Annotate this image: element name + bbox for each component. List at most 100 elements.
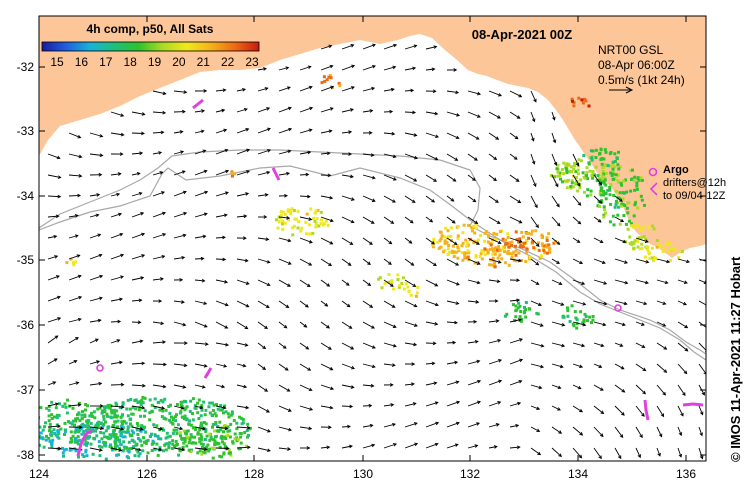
sst-pixel xyxy=(196,411,199,414)
sst-pixel xyxy=(633,176,636,179)
sst-pixel xyxy=(652,259,655,262)
sst-pixel xyxy=(98,445,101,448)
sst-pixel xyxy=(224,424,227,427)
sst-pixel xyxy=(238,416,241,419)
sst-pixel xyxy=(592,150,595,153)
sst-pixel xyxy=(124,435,127,438)
sst-pixel xyxy=(667,251,670,254)
sst-pixel xyxy=(165,409,168,412)
sst-pixel xyxy=(517,252,520,255)
sst-pixel xyxy=(96,408,99,411)
sst-pixel xyxy=(27,432,30,435)
sst-pixel xyxy=(590,190,593,193)
sst-pixel xyxy=(609,203,612,206)
sst-pixel xyxy=(548,249,551,252)
sst-pixel xyxy=(136,401,139,404)
sst-pixel xyxy=(475,254,478,257)
sst-pixel xyxy=(49,423,52,426)
sst-pixel xyxy=(300,227,303,230)
sst-pixel xyxy=(643,235,646,238)
sst-pixel xyxy=(144,397,147,400)
sst-pixel xyxy=(65,261,68,264)
sst-pixel xyxy=(74,261,77,264)
sst-pixel xyxy=(488,263,491,266)
sst-pixel xyxy=(56,430,59,433)
sst-pixel xyxy=(537,313,540,316)
sst-pixel xyxy=(143,426,146,429)
sst-pixel xyxy=(72,435,75,438)
sst-pixel xyxy=(173,445,176,448)
sst-pixel xyxy=(546,252,549,255)
sst-pixel xyxy=(154,397,157,400)
sst-pixel xyxy=(519,310,522,313)
sst-pixel xyxy=(517,306,520,309)
sst-pixel xyxy=(602,158,605,161)
sst-pixel xyxy=(518,237,521,240)
sst-pixel xyxy=(186,436,189,439)
sst-pixel xyxy=(22,424,25,427)
sst-pixel xyxy=(486,252,489,255)
sst-pixel xyxy=(222,453,225,456)
sst-pixel xyxy=(479,234,482,237)
sst-pixel xyxy=(151,410,154,413)
sst-pixel xyxy=(202,401,205,404)
current-vector xyxy=(132,133,144,134)
sst-pixel xyxy=(200,414,203,417)
sst-pixel xyxy=(577,172,580,175)
sst-pixel xyxy=(192,418,195,421)
sst-pixel xyxy=(36,404,39,407)
colorbar-tick-label: 22 xyxy=(221,55,235,69)
sst-pixel xyxy=(641,199,644,202)
sst-pixel xyxy=(135,444,138,447)
sst-pixel xyxy=(193,436,196,439)
sst-pixel xyxy=(617,206,620,209)
sst-pixel xyxy=(65,448,68,451)
sst-pixel xyxy=(84,451,87,454)
sst-pixel xyxy=(586,166,589,169)
sst-pixel xyxy=(188,449,191,452)
sst-pixel xyxy=(586,188,589,191)
sst-pixel xyxy=(200,442,203,445)
colorbar-tick-label: 19 xyxy=(148,55,162,69)
sst-pixel xyxy=(472,225,475,228)
sst-pixel xyxy=(595,166,598,169)
sst-pixel xyxy=(49,433,52,436)
sst-pixel xyxy=(155,424,158,427)
sst-pixel xyxy=(242,421,245,424)
sst-pixel xyxy=(137,455,140,458)
sst-pixel xyxy=(491,247,494,250)
sst-pixel xyxy=(499,249,502,252)
sst-pixel xyxy=(130,434,133,437)
sst-pixel xyxy=(58,414,61,417)
sst-pixel xyxy=(633,247,636,250)
sst-pixel xyxy=(522,245,525,248)
sst-pixel xyxy=(187,430,190,433)
sst-pixel xyxy=(129,398,132,401)
sst-pixel xyxy=(72,407,75,410)
sst-pixel xyxy=(457,225,460,228)
sst-pixel xyxy=(110,409,113,412)
colorbar-tick-label: 15 xyxy=(50,55,64,69)
sst-pixel xyxy=(565,167,568,170)
sst-pixel xyxy=(440,231,443,234)
sst-pixel xyxy=(605,197,608,200)
sst-pixel xyxy=(494,265,497,268)
sst-pixel xyxy=(338,84,341,87)
info-scale: 0.5m/s (1kt 24h) xyxy=(598,73,685,87)
sst-pixel xyxy=(226,430,229,433)
sst-pixel xyxy=(573,324,576,327)
sst-pixel xyxy=(612,161,615,164)
sst-pixel xyxy=(631,169,634,172)
sst-pixel xyxy=(194,442,197,445)
sst-pixel xyxy=(673,248,676,251)
sst-pixel xyxy=(201,446,204,449)
lon-tick-label: 134 xyxy=(568,467,588,481)
sst-pixel xyxy=(31,418,34,421)
sst-pixel xyxy=(211,414,214,417)
sst-pixel xyxy=(215,403,218,406)
sst-pixel xyxy=(277,227,280,230)
sst-pixel xyxy=(640,243,643,246)
sst-pixel xyxy=(212,457,215,460)
sst-pixel xyxy=(206,435,209,438)
